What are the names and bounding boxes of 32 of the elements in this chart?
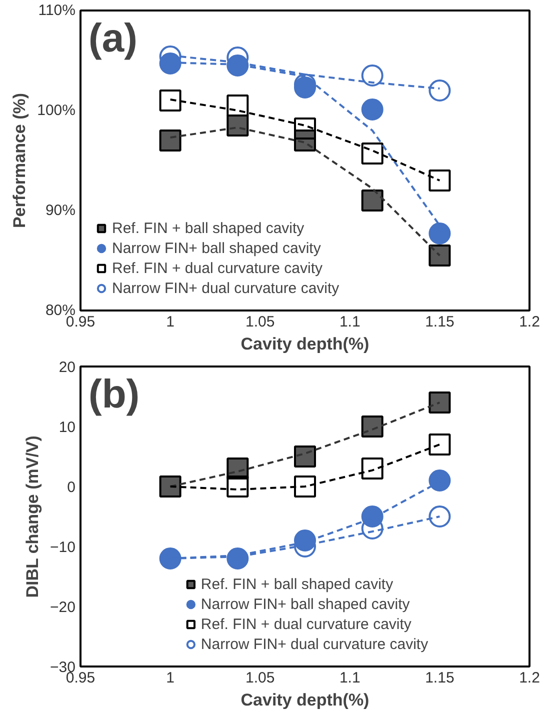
- y-axis-title: DIBL change (mV/V): [23, 436, 42, 598]
- x-tick-label: 1: [166, 314, 174, 330]
- x-tick-label: 1.15: [425, 314, 454, 330]
- legend-label: Narrow FIN+ dual curvature cavity: [112, 280, 340, 296]
- legend-label: Narrow FIN+ ball shaped cavity: [112, 240, 321, 256]
- legend-label: Ref. FIN + ball shaped cavity: [200, 576, 394, 592]
- x-tick-label: 1.1: [339, 314, 360, 330]
- x-tick-label: 1.15: [425, 670, 454, 686]
- y-axis-title: Performance (%): [10, 92, 30, 228]
- x-tick-label: 1.05: [246, 670, 275, 686]
- legend-label: Ref. FIN + ball shaped cavity: [112, 220, 304, 236]
- legend-label: Narrow FIN+ dual curvature cavity: [200, 636, 428, 652]
- x-tick-label: 1.05: [246, 314, 275, 330]
- legend-label: Ref. FIN + dual curvature cavity: [112, 260, 322, 276]
- x-axis-title: Cavity depth(%): [240, 690, 370, 710]
- y-tick-label: 110%: [38, 2, 76, 19]
- y-tick-label: −20: [50, 599, 76, 616]
- y-tick-label: 10: [58, 419, 76, 436]
- x-tick-label: 1.1: [339, 670, 360, 686]
- y-tick-label: −10: [50, 539, 76, 556]
- x-axis-title: Cavity depth(%): [240, 334, 370, 354]
- x-tick-label: 1.2: [519, 670, 540, 686]
- y-tick-label: 20: [58, 359, 76, 376]
- y-tick-label: 0: [67, 479, 76, 496]
- y-tick-label: 100%: [37, 102, 76, 119]
- x-tick-label: 1: [166, 670, 174, 686]
- annotation: (b): [88, 372, 140, 416]
- legend-label: Narrow FIN+ ball shaped cavity: [200, 596, 410, 612]
- legend-label: Ref. FIN + dual curvature cavity: [200, 616, 412, 632]
- x-tick-label: 1.2: [519, 314, 540, 330]
- annotation: (a): [88, 16, 138, 60]
- y-tick-label: 90%: [45, 202, 76, 219]
